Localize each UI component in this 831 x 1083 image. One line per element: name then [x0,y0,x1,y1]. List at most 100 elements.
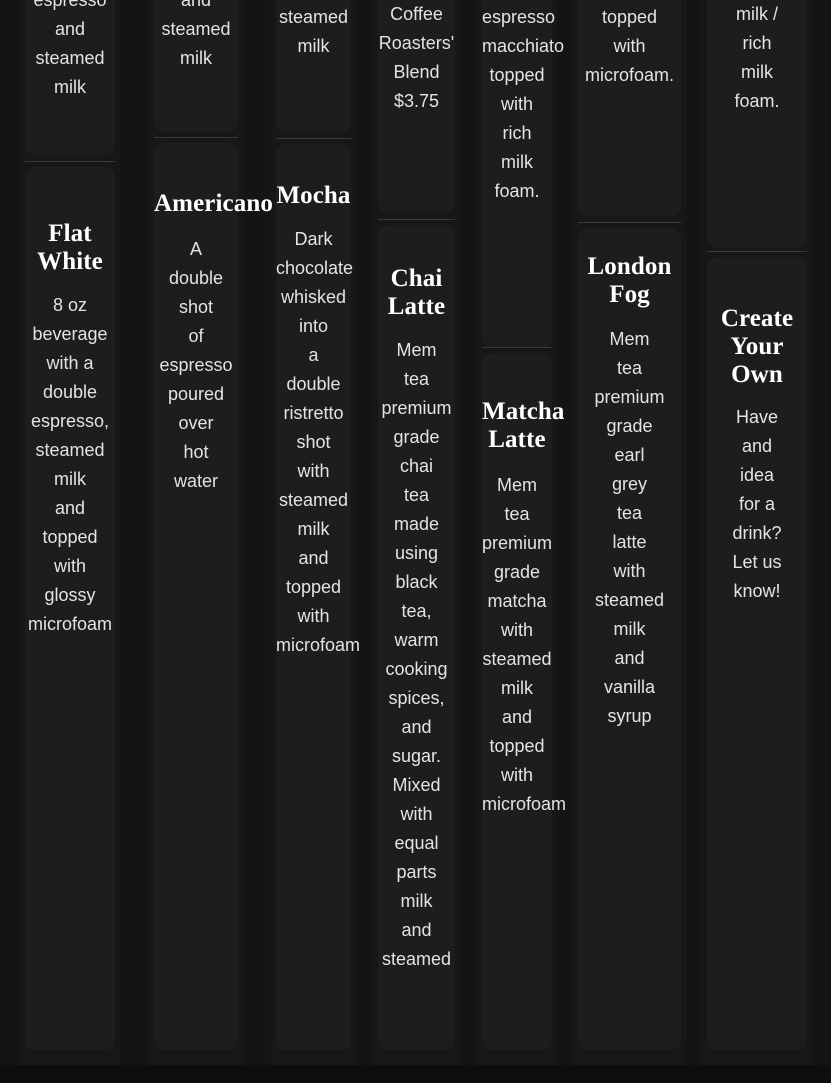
description-line: microfoam [276,635,361,655]
description-line: tea, [401,601,432,621]
card-description: Dark chocolate whisked into a double ristretto… [276,225,361,660]
menu-card-partial-2[interactable]: and steamed milk [154,0,238,132]
description-line: of [188,326,204,346]
description-line: cooking [385,659,448,679]
description-line: and [54,19,86,39]
menu-card-create-your-own[interactable]: Create Your Own Have and idea for a drink? Let… [707,257,807,1050]
card-title: Matcha Latte [482,398,565,453]
description-line: microfoam [482,794,567,814]
description-line: topped [489,736,545,756]
description-line: milk [613,619,646,639]
menu-card-chai-latte[interactable]: Chai Latte Mem tea premium grade chai tea made u… [378,225,455,1050]
description-line: espresso [33,0,107,10]
card-separator [25,161,115,162]
description-line: steamed [594,590,665,610]
description-line: Let us [732,552,782,572]
description-line: steamed [482,649,552,669]
card-description: and steamed milk [154,0,238,73]
description-line: equal [394,833,439,853]
description-line: whisked [280,287,347,307]
description-line: 8 oz [52,295,88,315]
card-description: topped with microfoam. [578,3,681,90]
description-line: with [613,36,646,56]
card-description: Have and idea for a drink? Let us know! [707,403,807,606]
description-line: Mem [609,329,650,349]
description-line: and [54,498,86,518]
description-line: milk [501,678,533,698]
card-title: Mocha [276,182,351,209]
description-line: milk [180,48,212,68]
description-line: with [500,620,533,640]
description-line: steamed [278,490,349,510]
description-line: Have [735,407,779,427]
description-line: for a [738,494,776,514]
description-line: rich [742,33,772,53]
description-line: grade [393,427,440,447]
description-line: steamed [35,48,105,68]
card-description: espresso and steamed milk [25,0,115,102]
menu-card-matcha-latte[interactable]: Matcha Latte Mem tea premium grade matcha with… [482,353,567,1050]
description-line: Dark [294,229,333,249]
description-line: over [178,413,214,433]
menu-card-london-fog[interactable]: London Fog Mem tea premium grade earl grey tea l… [578,228,681,1050]
card-description: espresso macchiato topped with rich milk foam. [482,3,565,206]
description-line: milk [501,152,533,172]
menu-card-partial-6[interactable]: topped with microfoam. [578,0,681,216]
description-line: grade [606,416,653,436]
card-separator [482,347,552,348]
description-line: glossy [44,585,96,605]
description-line: Blend [393,62,440,82]
description-line: with [297,606,330,626]
card-description: 8 oz beverage with a double espresso, steamed… [25,291,115,639]
description-line: Coffee [390,4,443,24]
description-line: microfoam [27,614,112,634]
menu-card-partial-1[interactable]: espresso and steamed milk [25,0,115,155]
card-separator [707,251,807,252]
description-line: with [613,561,646,581]
description-line: and [614,648,645,668]
menu-card-drip-coffee[interactable]: Coffee Roasters' Blend $3.75 [378,0,455,213]
description-line: know! [733,581,781,601]
description-line: and [741,436,773,456]
description-line: black [395,572,438,592]
description-line: ristretto [283,403,344,423]
description-line: premium [594,387,665,407]
description-line: steamed [381,949,452,969]
description-line: tea [403,485,430,505]
menu-card-mocha[interactable]: Mocha Dark chocolate whisked into a double rist… [276,144,361,1050]
description-line: grade [493,562,541,582]
description-line: using [394,543,439,563]
description-line: milk [54,77,86,97]
card-description: Coffee Roasters' Blend $3.75 [378,0,455,116]
description-line: Roasters' [378,33,455,53]
description-line: foam. [734,91,780,111]
menu-card-partial-7[interactable]: milk / rich milk foam. [707,0,807,248]
description-line: steamed [278,7,349,27]
description-line: milk [54,469,86,489]
description-line: syrup [607,706,652,726]
menu-card-partial-5[interactable]: espresso macchiato topped with rich milk foam. [482,0,565,348]
description-line: milk [400,891,433,911]
description-line: drink? [732,523,782,543]
description-line: A [189,239,202,259]
description-line: with [297,461,330,481]
description-line: into [298,316,329,336]
card-title: Chai Latte [387,265,446,320]
menu-card-partial-3[interactable]: steamed milk [276,0,351,133]
menu-card-flat-white[interactable]: Flat White 8 oz beverage with a double espres… [25,167,115,1050]
description-line: chocolate [276,258,354,278]
description-line: double [168,268,224,288]
description-line: and [401,920,432,940]
description-line: tea [504,504,530,524]
description-line: topped [285,577,342,597]
description-line: double [42,382,98,402]
description-line: made [393,514,440,534]
card-title: Flat White [37,220,103,275]
description-line: steamed [161,19,231,39]
description-line: matcha [487,591,547,611]
description-line: milk [741,62,773,82]
card-price: $3.75 [393,91,440,111]
description-line: macchiato [482,36,565,56]
